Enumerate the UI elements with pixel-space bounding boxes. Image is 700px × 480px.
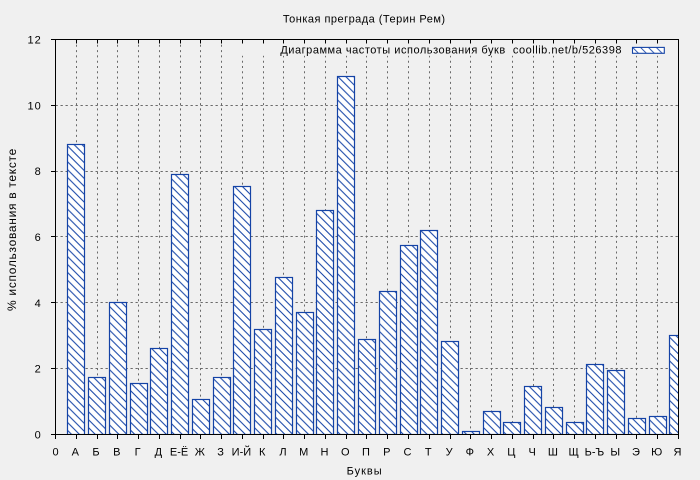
svg-text:10: 10 — [28, 100, 42, 112]
svg-text:6: 6 — [35, 232, 42, 244]
svg-text:А: А — [72, 446, 80, 458]
svg-text:Буквы: Буквы — [347, 465, 383, 477]
svg-text:У: У — [446, 446, 454, 458]
svg-text:Э: Э — [632, 446, 640, 458]
svg-text:Х: Х — [487, 446, 495, 458]
svg-text:Д: Д — [155, 446, 163, 458]
svg-text:Ы: Ы — [610, 446, 620, 458]
svg-text:Б: Б — [92, 446, 99, 458]
svg-text:Ф: Ф — [466, 446, 474, 458]
svg-text:Н: Н — [320, 446, 328, 458]
svg-text:К: К — [259, 446, 266, 458]
svg-text:Ч: Ч — [528, 446, 535, 458]
svg-text:Щ: Щ — [569, 446, 579, 458]
svg-text:Л: Л — [279, 446, 286, 458]
svg-text:Р: Р — [383, 446, 390, 458]
svg-text:12: 12 — [28, 35, 42, 47]
svg-text:И-Й: И-Й — [232, 445, 251, 458]
svg-text:% использования в тексте: % использования в тексте — [5, 148, 19, 311]
svg-text:С: С — [404, 446, 412, 458]
svg-text:Ь-Ъ: Ь-Ъ — [585, 446, 605, 458]
svg-text:В: В — [113, 446, 120, 458]
svg-text:2: 2 — [35, 364, 42, 376]
svg-text:З: З — [217, 446, 224, 458]
svg-text:0: 0 — [52, 446, 58, 458]
svg-text:Я: Я — [674, 446, 682, 458]
svg-text:4: 4 — [35, 298, 42, 310]
svg-text:Тонкая преграда (Терин Рем): Тонкая преграда (Терин Рем) — [283, 14, 446, 26]
svg-text:8: 8 — [35, 166, 42, 178]
svg-text:0: 0 — [35, 430, 42, 442]
svg-text:Е-Ё: Е-Ё — [170, 446, 188, 458]
svg-text:Т: Т — [425, 446, 432, 458]
svg-text:Ш: Ш — [548, 446, 558, 458]
svg-text:Ж: Ж — [195, 446, 205, 458]
svg-text:Г: Г — [135, 446, 141, 458]
svg-text:М: М — [299, 446, 308, 458]
svg-text:П: П — [362, 446, 370, 458]
svg-text:Ю: Ю — [651, 446, 662, 458]
svg-text:О: О — [341, 446, 350, 458]
svg-text:Диаграмма частоты использовани: Диаграмма частоты использования букв coo… — [280, 44, 622, 56]
svg-text:Ц: Ц — [507, 446, 515, 458]
